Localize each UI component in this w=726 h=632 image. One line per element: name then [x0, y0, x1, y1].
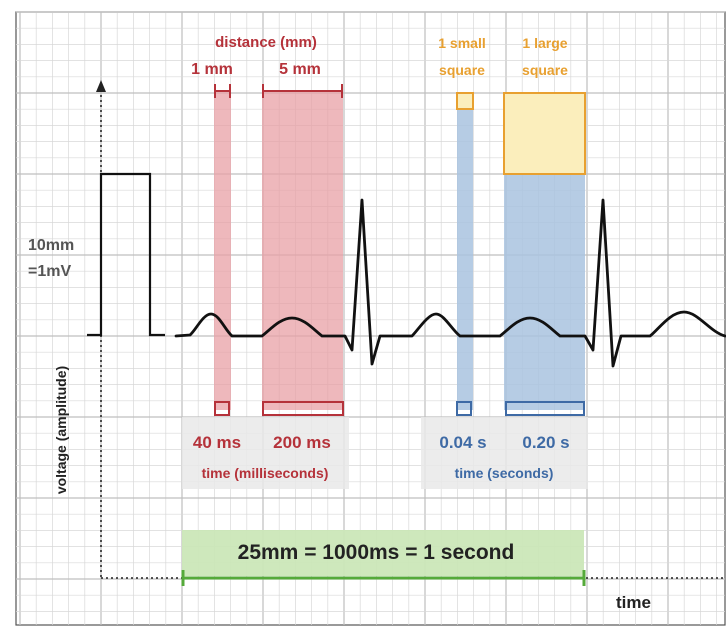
five-mm-label: 5 mm — [279, 61, 321, 78]
time-boxes — [214, 401, 585, 416]
five-mm-band — [262, 92, 343, 410]
time-s-label: time (seconds) — [455, 465, 554, 481]
one-mm-label: 1 mm — [191, 61, 233, 78]
time-ms-label: time (milliseconds) — [202, 465, 329, 481]
labels: distance (mm) 1 mm 5 mm 1 small square 1… — [28, 34, 651, 612]
x-axis-label: time — [616, 593, 651, 612]
calibration-label-line1: 10mm — [28, 237, 74, 254]
ms200-box — [262, 401, 344, 416]
banner-label: 25mm = 1000ms = 1 second — [238, 541, 515, 564]
s004-label: 0.04 s — [439, 433, 486, 452]
ecg-trace — [174, 198, 726, 368]
calibration-label-line2: =1mV — [28, 263, 71, 280]
one-large-label-line2: square — [522, 62, 568, 78]
ms200-label: 200 ms — [273, 433, 331, 452]
distance-title: distance (mm) — [215, 34, 317, 51]
s020-box — [505, 401, 585, 416]
ms40-label: 40 ms — [193, 433, 241, 452]
s020-label: 0.20 s — [522, 433, 569, 452]
ms-label-background — [182, 417, 349, 489]
axes — [96, 80, 725, 579]
y-axis-arrow — [96, 80, 106, 92]
one-small-square-band — [457, 110, 473, 410]
s-label-background — [421, 417, 588, 489]
distance-brackets — [214, 84, 343, 98]
one-small-label-line2: square — [439, 62, 485, 78]
y-axis-label: voltage (amplitude) — [53, 366, 69, 494]
one-mm-band — [214, 92, 231, 410]
one-small-square — [456, 92, 474, 110]
five-mm-bracket — [262, 84, 343, 98]
one-large-square — [503, 92, 586, 175]
shaded-regions — [182, 92, 588, 576]
s004-box — [456, 401, 472, 416]
one-large-square-band — [504, 174, 585, 410]
calibration-pulse — [87, 172, 165, 337]
ms40-box — [214, 401, 230, 416]
one-large-label-line1: 1 large — [522, 35, 567, 51]
one-small-label-line1: 1 small — [438, 35, 485, 51]
one-second-marker — [181, 570, 586, 586]
one-mm-bracket — [214, 84, 231, 98]
banner-background — [182, 530, 584, 576]
